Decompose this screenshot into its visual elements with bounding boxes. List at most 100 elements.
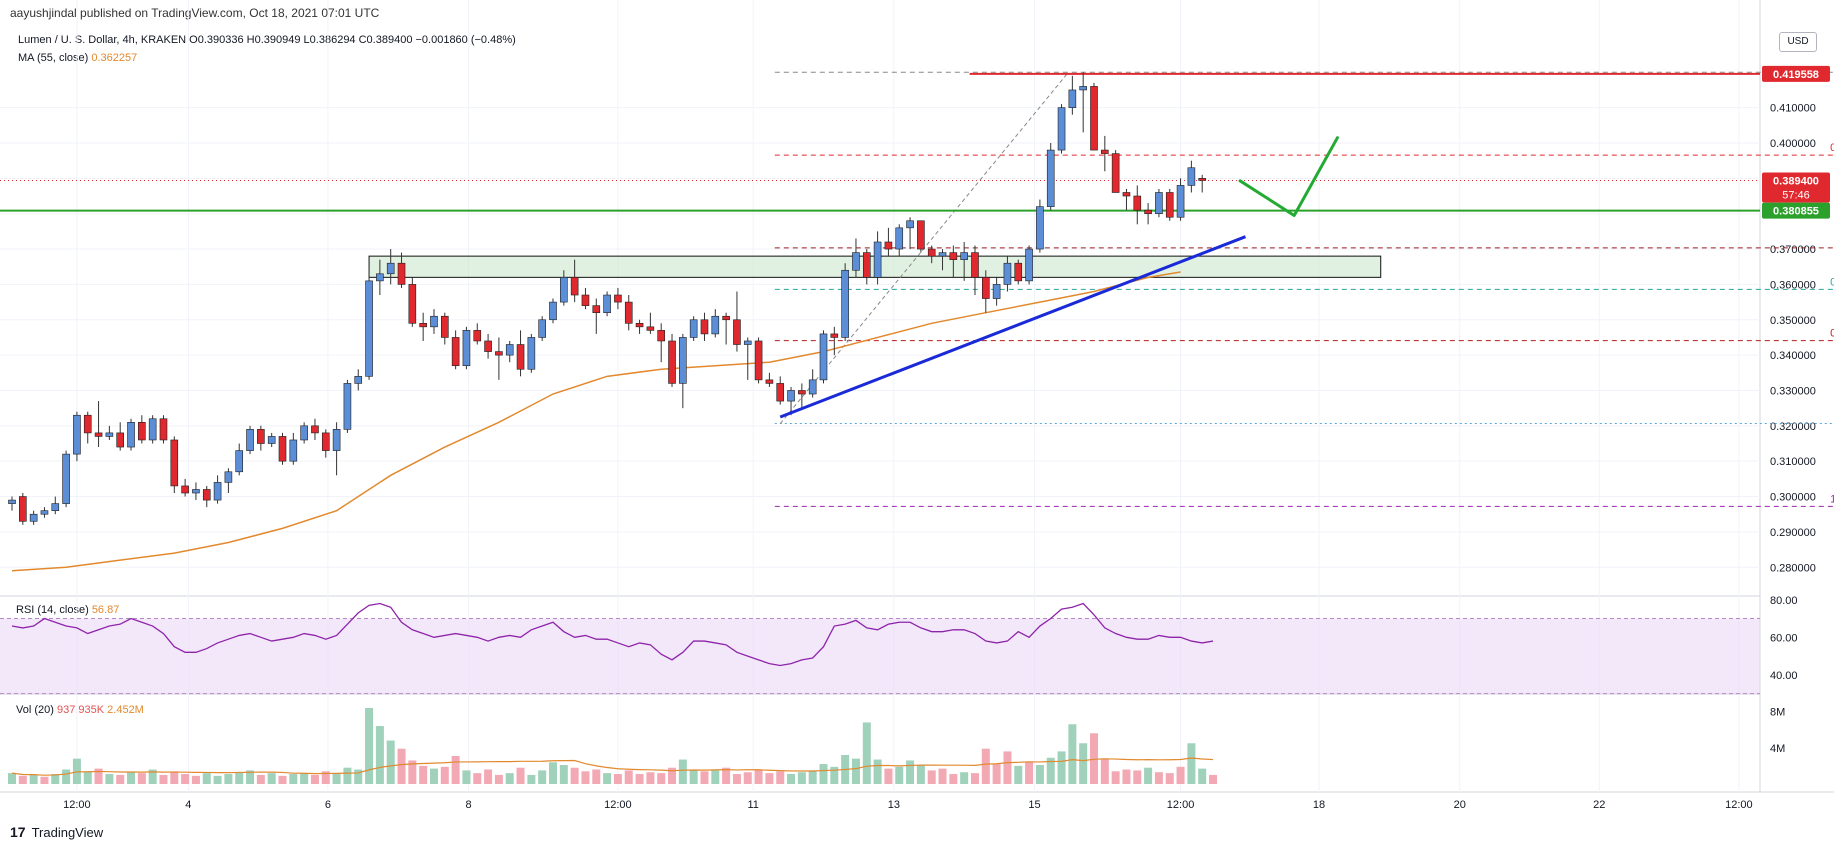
volume-tick-label: 8M (1770, 707, 1785, 719)
moving-average-line (11, 271, 1181, 572)
candle-body (603, 294, 611, 313)
candle (1057, 104, 1066, 154)
candle (408, 277, 417, 327)
candle-body (527, 337, 536, 370)
candle (311, 418, 319, 440)
candle (938, 249, 947, 271)
volume-bar (538, 770, 547, 784)
candle (321, 429, 330, 458)
candle (462, 326, 471, 370)
volume-bar (1100, 758, 1109, 784)
candle (73, 411, 81, 462)
volume-bar (148, 769, 157, 784)
rsi-value: 56.87 (91, 604, 120, 616)
volume-bar (267, 773, 276, 784)
candle-body (581, 294, 590, 306)
candle (148, 415, 157, 444)
candle (40, 507, 49, 518)
volume-bar (354, 769, 363, 784)
volume-bar (527, 774, 536, 784)
candle-body (960, 252, 968, 260)
candle (29, 510, 38, 525)
volume-value: 937.935K (56, 704, 105, 716)
candle (949, 245, 958, 278)
volume-bar (473, 773, 482, 784)
volume-bar (797, 772, 806, 784)
candle-body (116, 432, 124, 448)
candle (289, 432, 298, 465)
volume-bar (981, 748, 990, 784)
volume-bar (732, 774, 741, 784)
price-tick-label: 0.300000 (1770, 492, 1816, 504)
candle-body (516, 344, 525, 370)
candle (235, 443, 244, 476)
volume-bar (711, 770, 720, 784)
candle (376, 259, 384, 296)
candle-body (408, 284, 417, 324)
candle-body (873, 241, 882, 278)
volume-bar (1144, 767, 1153, 784)
candle-body (246, 429, 254, 451)
candle-body (754, 340, 763, 381)
volume-bar (159, 774, 168, 784)
publish-attribution: aayushjindal published on TradingView.co… (10, 6, 380, 20)
rsi-title: RSI (14, close) (16, 604, 89, 616)
candle-body (657, 330, 666, 342)
candle (668, 333, 676, 387)
chart-canvas[interactable]: 0.4100000.4000000.3900000.3800000.370000… (0, 0, 1834, 820)
candle-body (451, 337, 460, 367)
time-tick-label: 12:00 (1725, 799, 1753, 811)
candle (1090, 82, 1098, 151)
candle-body (711, 315, 720, 335)
candle-body (397, 262, 406, 285)
candle-body (679, 337, 687, 384)
volume-bar (419, 765, 428, 784)
candle (1187, 160, 1196, 193)
candle-body (917, 220, 925, 250)
candle (722, 312, 730, 345)
price-tick-label: 0.310000 (1770, 456, 1816, 468)
candle-body (560, 277, 568, 303)
candle (300, 422, 308, 444)
candle (895, 224, 904, 257)
candle-body (1111, 153, 1120, 193)
currency-button[interactable]: USD (1779, 32, 1817, 52)
candle (960, 241, 968, 281)
candle (430, 309, 438, 334)
volume-bar (451, 755, 460, 784)
candle (1122, 188, 1131, 211)
candle-body (224, 471, 233, 483)
candle-body (798, 390, 806, 395)
candle (689, 316, 698, 341)
candle-body (1057, 107, 1066, 151)
candle-body (202, 489, 211, 501)
candle-body (73, 414, 81, 455)
volume-bar (960, 772, 969, 784)
volume-bar (289, 774, 298, 784)
ma-label: MA (55, close) (18, 52, 89, 64)
volume-bar (765, 773, 774, 784)
candle (917, 220, 925, 253)
candle-body (8, 499, 16, 504)
volume-bar (992, 764, 1001, 784)
price-tick-label: 0.280000 (1770, 562, 1816, 574)
candle (278, 432, 287, 465)
candle (202, 485, 211, 508)
candle (397, 252, 406, 288)
candle (981, 270, 990, 313)
candle (257, 425, 265, 451)
candle-body (971, 252, 979, 278)
candle-body (321, 432, 330, 451)
candle-body (289, 439, 298, 462)
candle-body (1025, 248, 1033, 282)
candle-body (40, 510, 49, 515)
volume-bar (18, 775, 27, 784)
fib-level-label: 0.764(0.344097) (1830, 328, 1834, 340)
volume-bar (29, 774, 38, 784)
candle-body (765, 379, 774, 384)
candle (538, 316, 546, 341)
candle-body (949, 252, 958, 260)
candle (527, 333, 536, 373)
candle (776, 376, 785, 405)
time-tick-label: 6 (325, 799, 331, 811)
